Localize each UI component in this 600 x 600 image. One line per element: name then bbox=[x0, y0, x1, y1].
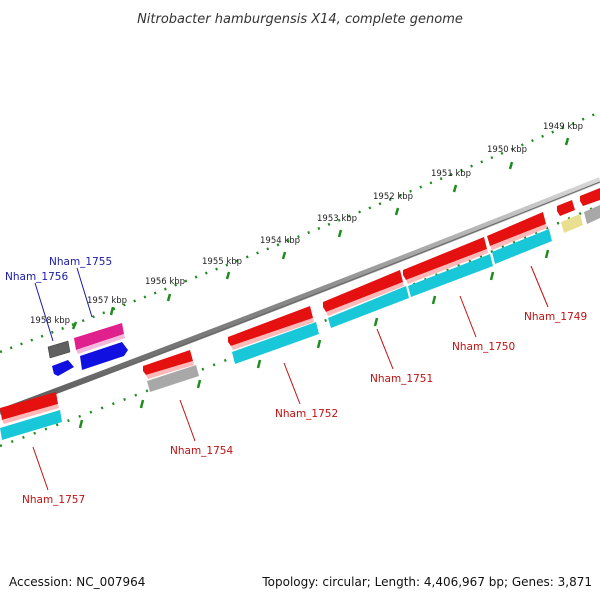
genome-backbone bbox=[0, 177, 600, 415]
label-nham-1750[interactable]: Nham_1750 bbox=[452, 341, 515, 353]
gene-nham-1757[interactable] bbox=[0, 392, 58, 420]
gene-nham-1752-shadow bbox=[231, 318, 314, 350]
label-nham-1752[interactable]: Nham_1752 bbox=[275, 408, 338, 420]
tick-1953 bbox=[337, 229, 343, 238]
leader-1757 bbox=[32, 446, 49, 491]
leader-1751 bbox=[376, 328, 394, 370]
leader-1755 bbox=[76, 267, 93, 318]
gene-nham-1755-shadow bbox=[76, 334, 125, 354]
topology-text: Topology: circular; Length: 4,406,967 bp… bbox=[261, 575, 592, 589]
leader-1754 bbox=[179, 399, 196, 442]
gene-nham-1754-shadow bbox=[146, 361, 194, 379]
lower-genes bbox=[0, 188, 600, 440]
tick-1957 bbox=[109, 306, 115, 316]
inner-major-ticks bbox=[78, 249, 550, 429]
gene-cyan-3[interactable] bbox=[328, 286, 409, 328]
gene-nham-1754[interactable] bbox=[143, 350, 193, 375]
kbp-label: 1949 kbp bbox=[543, 122, 583, 132]
label-nham-1754[interactable]: Nham_1754 bbox=[170, 445, 233, 457]
scale-labels: 1958 kbp 1957 kbp 1956 kbp 1955 kbp 1954… bbox=[30, 122, 583, 326]
kbp-label: 1955 kbp bbox=[202, 257, 242, 267]
leader-1749 bbox=[530, 265, 549, 308]
label-nham-1751[interactable]: Nham_1751 bbox=[370, 373, 433, 385]
tick-1958 bbox=[71, 321, 78, 330]
inner-tick bbox=[544, 249, 550, 259]
tick-1951 bbox=[452, 184, 458, 193]
gene-gray-1[interactable] bbox=[147, 365, 199, 392]
inner-tick bbox=[256, 359, 262, 369]
gene-labels: Nham_1756 Nham_1755 Nham_1757 Nham_1754 … bbox=[5, 256, 587, 506]
label-nham-1757[interactable]: Nham_1757 bbox=[22, 494, 85, 506]
tick-1950 bbox=[508, 161, 514, 170]
kbp-label: 1950 kbp bbox=[487, 145, 527, 155]
tick-1955 bbox=[225, 271, 231, 280]
gene-red-edge[interactable] bbox=[580, 188, 600, 206]
inner-tick bbox=[196, 379, 202, 389]
tick-1956 bbox=[166, 293, 172, 302]
tick-1949 bbox=[564, 137, 570, 146]
map-title: Nitrobacter hamburgensis X14, complete g… bbox=[137, 12, 463, 27]
tick-1954 bbox=[281, 251, 287, 260]
kbp-label: 1957 kbp bbox=[87, 296, 127, 306]
gene-nham-1749[interactable] bbox=[487, 212, 546, 246]
gene-yellow[interactable] bbox=[561, 214, 583, 233]
kbp-label: 1952 kbp bbox=[373, 192, 413, 202]
gene-cyan-5[interactable] bbox=[492, 229, 552, 264]
leader-1752 bbox=[283, 362, 301, 405]
gene-blue-reverse[interactable] bbox=[80, 342, 128, 370]
accession-text: Accession: NC_007964 bbox=[9, 575, 145, 589]
inner-tick bbox=[78, 419, 84, 429]
gene-cyan-4[interactable] bbox=[408, 254, 493, 297]
leader-1750 bbox=[459, 295, 477, 338]
inner-tick bbox=[489, 271, 495, 281]
gene-nham-1749-shadow bbox=[490, 224, 547, 250]
gene-nham-1750[interactable] bbox=[403, 237, 487, 280]
tick-1952 bbox=[394, 207, 400, 216]
leader-lines bbox=[32, 265, 549, 491]
gene-cyan-1[interactable] bbox=[0, 410, 62, 440]
inner-tick bbox=[139, 399, 145, 409]
gene-red-small[interactable] bbox=[557, 200, 575, 216]
label-nham-1749[interactable]: Nham_1749 bbox=[524, 311, 587, 323]
gene-nham-1751-shadow bbox=[326, 282, 404, 316]
kbp-label: 1951 kbp bbox=[431, 169, 471, 179]
kbp-label: 1958 kbp bbox=[30, 316, 70, 326]
kbp-label: 1953 kbp bbox=[317, 214, 357, 224]
inner-tick bbox=[316, 339, 322, 349]
inner-tick bbox=[373, 317, 379, 327]
gene-nham-1750-shadow bbox=[406, 249, 488, 284]
label-nham-1756[interactable]: Nham_1756 bbox=[5, 271, 68, 283]
leader-1756 bbox=[34, 282, 54, 342]
major-ticks bbox=[71, 137, 570, 330]
kbp-label: 1956 kbp bbox=[145, 277, 185, 287]
gene-cyan-2[interactable] bbox=[232, 322, 319, 364]
gene-gray-edge[interactable] bbox=[584, 205, 600, 224]
genome-backbone-shade bbox=[0, 181, 600, 415]
gene-nham-1755[interactable] bbox=[74, 323, 124, 350]
kbp-label: 1954 kbp bbox=[260, 236, 300, 246]
gene-nham-1757-shadow bbox=[2, 404, 59, 424]
gene-nham-1756-lower[interactable] bbox=[52, 360, 74, 376]
gene-nham-1756[interactable] bbox=[47, 340, 71, 359]
inner-tick bbox=[431, 295, 437, 305]
gene-nham-1752[interactable] bbox=[228, 306, 313, 346]
upper-genes bbox=[47, 323, 128, 376]
gene-nham-1751[interactable] bbox=[323, 270, 403, 312]
label-nham-1755[interactable]: Nham_1755 bbox=[49, 256, 112, 268]
